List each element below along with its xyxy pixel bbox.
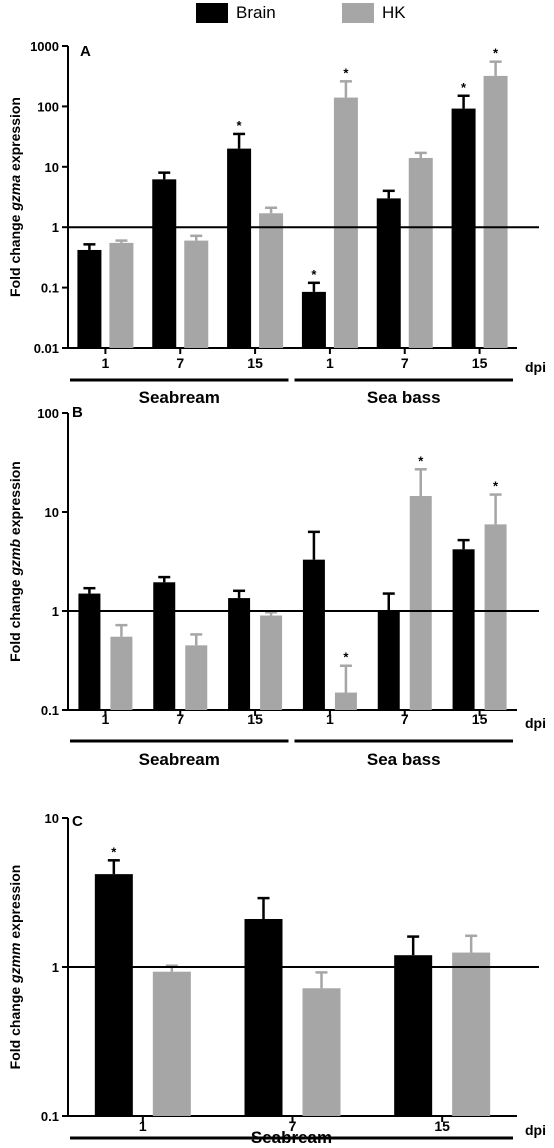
panel-a-y-tick-label: 1000 [30, 39, 59, 54]
panel-b-bar-hk [409, 496, 432, 710]
panel-a-significance-star: * [237, 118, 243, 133]
panel-b-significance-star: * [493, 479, 499, 494]
panel-c-bar-hk [152, 971, 191, 1116]
panel-b-y-tick-label: 0.1 [41, 703, 59, 718]
panel-b-bar-brain [377, 611, 400, 710]
panel-c-y-label-gene: gzmm [7, 943, 23, 984]
panel-b-y-tick-label: 100 [37, 406, 59, 421]
panel-a-y-axis-label: Fold change gzma expression [7, 97, 23, 297]
panel-b-x-tick-label: 7 [176, 711, 184, 727]
panel-b-bar-hk [185, 645, 208, 710]
panel-a-bar-hk [483, 75, 508, 348]
panel-a-bar-hk [109, 242, 134, 348]
panel-b-group-label: Sea bass [367, 750, 441, 769]
panel-c-group-label: Seabream [251, 1128, 332, 1147]
panel-b-x-unit-label: dpi [525, 715, 546, 731]
panel-b-label: B [72, 404, 83, 421]
legend-label-hk: HK [382, 3, 406, 22]
legend: Brain HK [0, 0, 554, 30]
panel-b-group-label: Seabream [139, 750, 220, 769]
panel-a-bar-brain [77, 249, 102, 348]
panel-b-y-label-prefix: Fold change [7, 576, 23, 662]
panel-c-x-tick-label: 1 [139, 1118, 147, 1134]
panel-a-x-tick-label: 15 [247, 355, 263, 371]
panel-c-bar-hk [452, 952, 491, 1116]
panel-b-bar-hk [260, 615, 283, 710]
panel-a-significance-star: * [461, 80, 467, 95]
panel-a-bar-brain [152, 179, 177, 348]
panel-c-y-axis-label: Fold change gzmm expression [7, 865, 23, 1070]
panel-a-bar-brain [451, 108, 476, 348]
legend-item-brain: Brain [196, 2, 276, 24]
legend-label-brain: Brain [236, 3, 276, 22]
panel-b-bar-brain [228, 598, 251, 710]
panel-a-bar-brain [376, 198, 401, 348]
panel-a-bar-hk [184, 240, 209, 348]
panel-a-label: A [80, 43, 91, 60]
panel-c-y-label-suffix: expression [7, 865, 23, 943]
panel-b-significance-star: * [418, 453, 424, 468]
panel-c-y-tick-label: 1 [52, 960, 59, 975]
panel-b-y-tick-label: 10 [45, 505, 59, 520]
panel-c-bar-brain [244, 918, 283, 1116]
panel-c-x-tick-label: 7 [289, 1118, 297, 1134]
panel-b-bar-hk [110, 636, 133, 710]
panel-b-significance-star: * [343, 650, 349, 665]
panel-b-bar-hk [484, 524, 507, 710]
panel-a-bar-hk [408, 157, 433, 348]
panel-b-bar-brain [78, 593, 101, 710]
panel-c-bar-brain [94, 874, 133, 1116]
panel-a-x-tick-label: 7 [401, 355, 409, 371]
panel-b-x-tick-label: 1 [102, 711, 110, 727]
panel-c-y-label-prefix: Fold change [7, 983, 23, 1069]
panel-b-x-tick-label: 15 [472, 711, 488, 727]
panel-a-y-tick-label: 0.01 [34, 341, 59, 356]
panel-a-bar-brain [301, 291, 326, 348]
legend-swatch-hk [342, 3, 374, 23]
panel-a-y-label-gene: gzma [7, 175, 23, 212]
panel-a-bar-hk [333, 97, 358, 348]
legend-swatch-brain [196, 3, 228, 23]
panel-c-bar-hk [302, 988, 341, 1116]
panel-a-y-tick-label: 1 [52, 220, 59, 235]
panel-b-y-label-gene: gzmb [7, 539, 23, 577]
panel-a-significance-star: * [493, 46, 499, 61]
panel-b-y-label-suffix: expression [7, 461, 23, 539]
panel-c-label: C [72, 813, 83, 830]
panel-c-y-tick-label: 10 [45, 811, 59, 826]
panel-a-y-tick-label: 10 [45, 160, 59, 175]
panel-a-y-label-prefix: Fold change [7, 211, 23, 297]
panel-b-bar-brain [302, 559, 325, 710]
panel-c-significance-star: * [111, 844, 117, 859]
panel-a-x-tick-label: 7 [176, 355, 184, 371]
panel-b-bar-hk [334, 692, 357, 710]
legend-item-hk: HK [342, 2, 406, 24]
panel-a-significance-star: * [343, 65, 349, 80]
panel-a-bar-brain [227, 148, 252, 348]
panel-b-bar-brain [452, 549, 475, 710]
panel-a-x-tick-label: 1 [102, 355, 110, 371]
panel-a-bar-hk [259, 213, 284, 348]
panel-b-x-tick-label: 1 [326, 711, 334, 727]
panel-a-group-label: Sea bass [367, 388, 441, 407]
panel-b-x-tick-label: 15 [247, 711, 263, 727]
panel-a-x-unit-label: dpi [525, 359, 546, 375]
panel-c-x-unit-label: dpi [525, 1122, 546, 1138]
panel-b-y-tick-label: 1 [52, 604, 59, 619]
panel-a-x-tick-label: 1 [326, 355, 334, 371]
panel-a-x-tick-label: 15 [472, 355, 488, 371]
panel-a-significance-star: * [311, 267, 317, 282]
panel-a-y-tick-label: 0.1 [41, 281, 59, 296]
panel-c-bar-brain [394, 955, 433, 1116]
panel-c-y-tick-label: 0.1 [41, 1109, 59, 1124]
panel-a-y-label-suffix: expression [7, 97, 23, 175]
panel-b-y-axis-label: Fold change gzmb expression [7, 461, 23, 662]
panel-b-x-tick-label: 7 [401, 711, 409, 727]
panel-a-y-tick-label: 100 [37, 99, 59, 114]
panel-c-x-tick-label: 15 [434, 1118, 450, 1134]
panel-b-bar-brain [153, 582, 176, 710]
panel-a-group-label: Seabream [139, 388, 220, 407]
